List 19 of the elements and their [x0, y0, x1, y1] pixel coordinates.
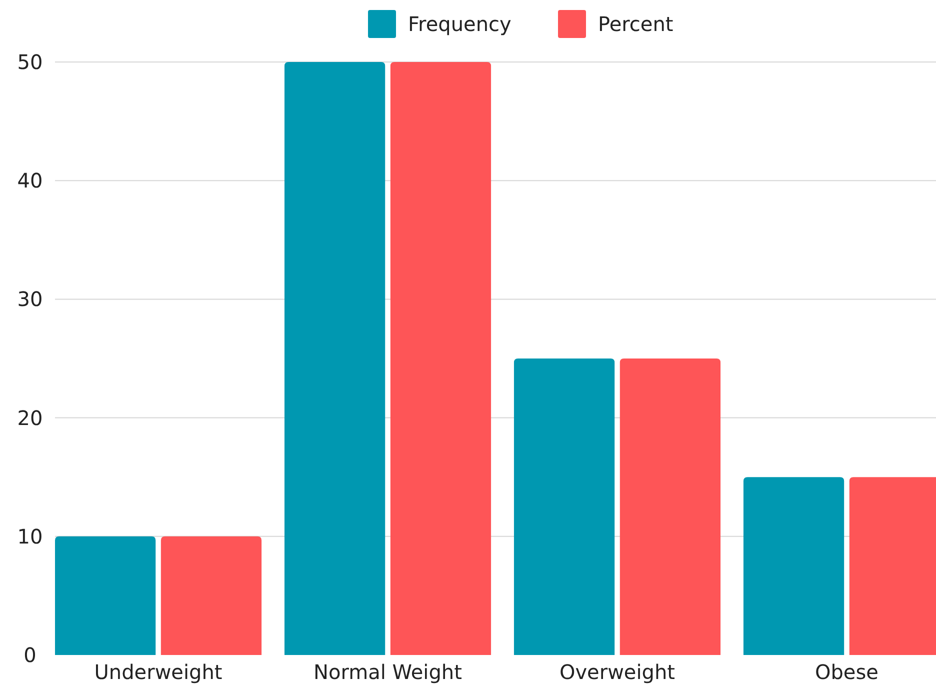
x-tick-label: Underweight [94, 660, 222, 684]
y-tick-label: 0 [24, 643, 36, 667]
bar [160, 536, 262, 655]
y-tick-label: 20 [17, 406, 43, 430]
bar [620, 358, 721, 655]
bar [284, 62, 386, 655]
x-tick-label: Overweight [559, 660, 676, 684]
bar [390, 62, 492, 655]
bar [743, 477, 844, 655]
x-tick-label: Obese [814, 660, 878, 684]
bar [514, 358, 615, 655]
legend-label: Frequency [408, 12, 512, 36]
bar [55, 536, 156, 655]
y-tick-label: 40 [17, 168, 43, 193]
y-tick-label: 50 [17, 50, 43, 74]
x-tick-label: Normal Weight [314, 660, 462, 684]
y-tick-label: 30 [17, 287, 43, 312]
y-tick-label: 10 [17, 524, 43, 548]
legend-label: Percent [598, 12, 674, 36]
